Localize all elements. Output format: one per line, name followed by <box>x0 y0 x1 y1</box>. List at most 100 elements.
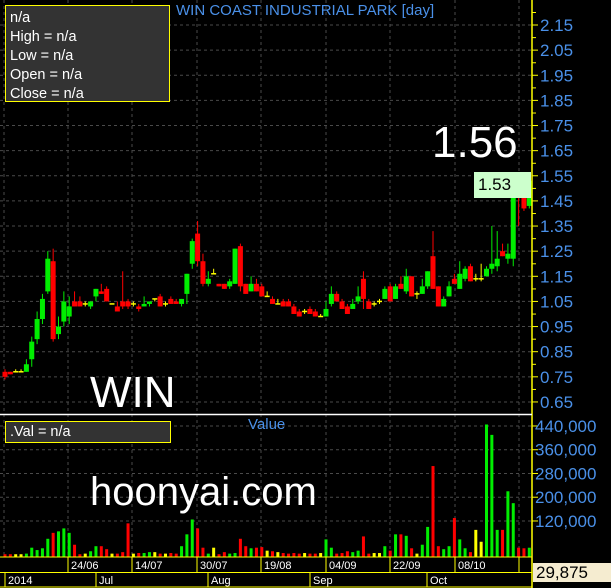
volume-bar <box>115 553 119 557</box>
candle-body <box>489 263 495 269</box>
candle-body <box>248 283 254 292</box>
candle-body <box>259 286 265 297</box>
candle-body <box>189 241 195 264</box>
volume-bar <box>30 547 34 557</box>
x-tick-label: 04/09 <box>329 560 357 572</box>
volume-bar <box>217 554 221 557</box>
grid-lines <box>0 0 532 556</box>
y-tick-label: 1.75 <box>540 117 573 136</box>
y-tick-label: 0.75 <box>540 368 573 387</box>
volume-bar <box>394 534 398 557</box>
candle-body <box>484 268 489 277</box>
volume-bar <box>35 550 39 557</box>
candle-body <box>77 301 83 307</box>
volume-bar <box>335 553 339 557</box>
candle-body <box>521 195 527 209</box>
volume-bar <box>83 553 87 557</box>
candle-body <box>430 256 436 289</box>
volume-bar <box>431 466 435 557</box>
x-tick-label: 14/07 <box>135 560 163 572</box>
volume-bar <box>308 553 312 557</box>
info-name: n/a <box>10 10 31 26</box>
volume-y-tick-label: 280,000 <box>535 464 596 483</box>
candle-body <box>45 258 51 292</box>
volume-bar <box>340 553 344 557</box>
y-tick-label: 2.05 <box>540 41 573 60</box>
volume-bar <box>206 553 210 557</box>
volume-bar <box>78 554 82 557</box>
info-high: High = n/a <box>10 29 77 45</box>
candle-body <box>237 246 243 287</box>
candle-body <box>72 301 78 307</box>
volume-bar <box>105 549 109 557</box>
y-tick-label: 1.45 <box>540 192 573 211</box>
month-label: 2014 <box>8 575 32 587</box>
volume-bar <box>356 550 360 557</box>
volume-bar <box>158 553 162 557</box>
volume-bar <box>447 546 451 557</box>
volume-bar <box>388 550 392 557</box>
candle-body <box>339 301 345 309</box>
info-open: Open = n/a <box>10 67 83 83</box>
volume-bar <box>345 551 349 557</box>
volume-bar <box>372 553 376 557</box>
volume-bar <box>468 552 472 557</box>
candle-body <box>168 298 174 304</box>
volume-bar <box>319 553 323 557</box>
volume-bar <box>201 547 205 557</box>
volume-bar <box>131 553 135 557</box>
y-tick-label: 1.55 <box>540 167 573 186</box>
volume-bar <box>228 553 232 557</box>
volume-bar <box>479 541 483 557</box>
month-label: Jul <box>99 575 113 587</box>
volume-bar <box>89 551 93 557</box>
last-value-marker: 29,875 <box>533 563 611 582</box>
ohlc-info-box: n/a High = n/a Low = n/a Open = n/a Clos… <box>5 5 170 102</box>
x-tick-label: 19/08 <box>264 560 292 572</box>
candle-body <box>387 286 393 302</box>
candle-body <box>29 341 35 360</box>
candle-body <box>451 278 457 284</box>
watermark: hoonyai.com <box>90 470 317 514</box>
volume-y-tick-label: 440,000 <box>535 417 596 436</box>
last-price-marker: 1.53 <box>474 172 531 198</box>
candle-body <box>419 286 425 294</box>
y-tick-label: 0.95 <box>540 318 573 337</box>
candle-body <box>2 371 8 377</box>
x-tick-label: 24/06 <box>71 560 99 572</box>
candle-body <box>104 288 110 302</box>
info-close: Close = n/a <box>10 86 84 102</box>
volume-bar <box>51 532 55 557</box>
volume-bar <box>265 550 269 557</box>
value-info-box: .Val = n/a <box>5 421 171 443</box>
candle-body <box>307 308 313 314</box>
volume-bar <box>46 538 50 557</box>
volume-bar <box>495 529 499 557</box>
volume-bar <box>40 548 44 557</box>
month-label: Oct <box>430 575 447 587</box>
y-tick-label: 2.15 <box>540 16 573 35</box>
volume-panel-title: Value <box>248 416 286 433</box>
candle-body <box>366 301 372 309</box>
volume-bar <box>110 553 114 557</box>
volume-bar <box>238 538 242 557</box>
x-tick-label: 08/10 <box>458 560 486 572</box>
volume-bar <box>62 528 66 557</box>
candle-body <box>93 288 99 297</box>
candle-body <box>409 276 415 297</box>
volume-bar <box>233 553 237 557</box>
candle-body <box>56 326 61 335</box>
symbol-overlay: WIN <box>90 368 176 417</box>
volume-bar <box>367 553 371 557</box>
candle-body <box>296 311 302 317</box>
volume-bar <box>73 544 77 557</box>
volume-bar <box>361 536 365 557</box>
volume-bar <box>410 548 414 557</box>
volume-bar <box>313 553 317 557</box>
candle-body <box>494 258 500 267</box>
candle-body <box>23 364 29 372</box>
candle-body <box>291 306 297 314</box>
candle-body <box>403 276 409 292</box>
candle-body <box>505 253 511 259</box>
